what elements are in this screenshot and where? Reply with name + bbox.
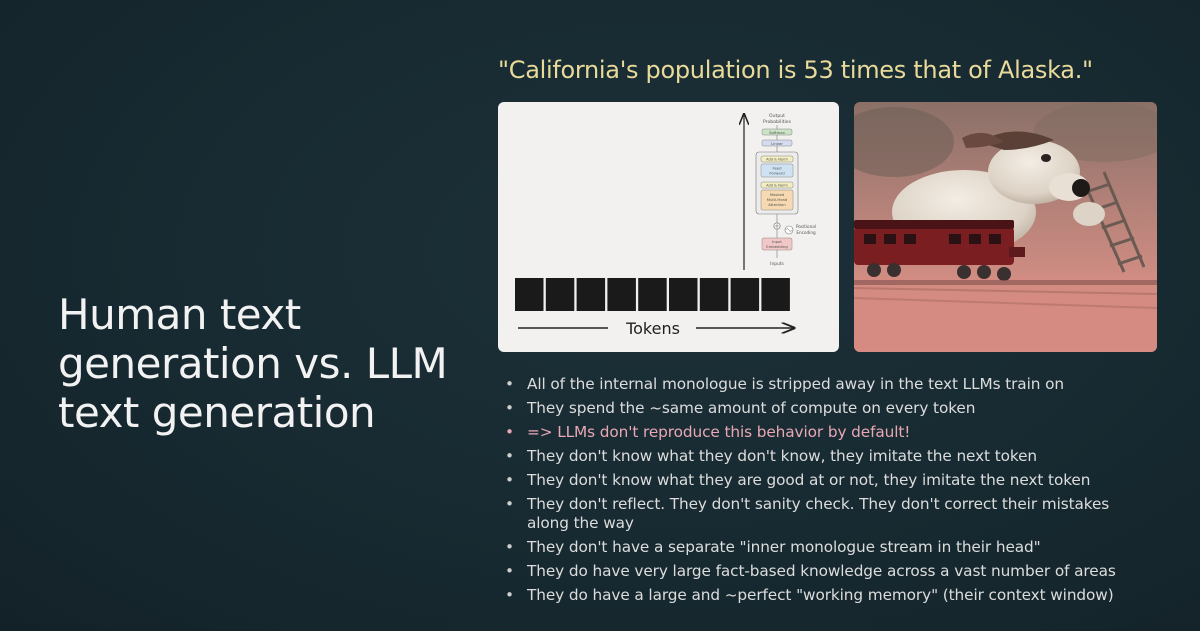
token-box: [515, 278, 544, 311]
arch-label-embedding: Embedding: [766, 244, 788, 249]
arch-label-input: Input: [772, 239, 782, 244]
bullet-dot: •: [505, 562, 514, 580]
slide-title: Human text generation vs. LLM text gener…: [58, 290, 478, 437]
token-box: [669, 278, 698, 311]
clay-dog-train-svg: [854, 102, 1157, 352]
bullet-text: They don't know what they are good at or…: [527, 471, 1091, 489]
transformer-diagram-svg: Tokens Output Probabilities Softmax Line…: [515, 102, 816, 338]
arch-label-encoding: Encoding: [796, 230, 816, 235]
arch-label-output: Output: [769, 113, 785, 119]
bullet-item: • They do have a large and ~perfect "work…: [505, 586, 1145, 605]
bullet-dot: •: [505, 375, 514, 393]
bullet-item: • They spend the ~same amount of compute …: [505, 399, 1145, 418]
feed-forward-block: [760, 163, 794, 178]
bullet-dot: •: [505, 399, 514, 417]
token-row: [515, 278, 790, 311]
token-box: [638, 278, 667, 311]
bullet-dot: •: [505, 586, 514, 604]
arch-label-linear: Linear: [771, 141, 783, 146]
bullet-text: They don't have a separate "inner monolo…: [527, 538, 1041, 556]
bullet-text: They do have a large and ~perfect "worki…: [527, 586, 1114, 604]
arch-label-positional: Positional: [796, 224, 816, 229]
arch-label-softmax: Softmax: [769, 130, 786, 135]
token-box: [730, 278, 760, 311]
token-box: [545, 278, 575, 311]
arch-label-forward: Forward: [769, 171, 785, 176]
bullet-text: They don't know what they don't know, th…: [527, 447, 1037, 465]
bullet-item: • They don't know what they are good at o…: [505, 471, 1145, 490]
arch-label-probabilities: Probabilities: [763, 119, 792, 125]
arch-label-inputs: Inputs: [770, 261, 784, 267]
toy-train: [854, 220, 1025, 281]
transformer-diagram: Tokens Output Probabilities Softmax Line…: [498, 102, 839, 352]
arch-label-attention: Attention: [768, 202, 786, 207]
bullet-list: • All of the internal monologue is stripp…: [505, 375, 1145, 610]
slide-title-line: text generation: [58, 388, 376, 438]
bullet-dot: •: [505, 471, 514, 489]
token-box: [761, 278, 790, 311]
bullet-item: • They do have very large fact-based know…: [505, 562, 1145, 581]
arch-label-add-norm: Add & Norm: [766, 158, 788, 162]
token-box: [607, 278, 636, 311]
bullet-text: They do have very large fact-based knowl…: [527, 562, 1116, 580]
bullet-dot: •: [505, 495, 514, 513]
bullet-text: => LLMs don't reproduce this behavior by…: [527, 423, 911, 441]
bullet-text: All of the internal monologue is strippe…: [527, 375, 1064, 393]
bullet-item: • They don't have a separate "inner monol…: [505, 538, 1145, 557]
bullet-text: They spend the ~same amount of compute o…: [527, 399, 976, 417]
clay-dog-train-image: [854, 102, 1157, 352]
toy-track: [1082, 171, 1146, 273]
bullet-item: • They don't reflect. They don't sanity c…: [505, 495, 1145, 533]
bullet-dot: •: [505, 538, 514, 556]
arch-label-masked: Masked: [770, 192, 785, 197]
bullet-item-highlight: • => LLMs don't reproduce this behavior b…: [505, 423, 1145, 442]
add-norm-block: [760, 155, 794, 163]
architecture-figure: Output Probabilities Softmax Linear Add …: [755, 113, 816, 267]
bullet-item: • All of the internal monologue is stripp…: [505, 375, 1145, 394]
quote-text: "California's population is 53 times tha…: [498, 56, 1093, 84]
arch-label-multihead: Multi-Head: [767, 197, 788, 202]
arch-label-feed: Feed: [772, 166, 782, 171]
token-box: [699, 278, 729, 311]
attention-block: [760, 189, 794, 211]
tokens-label: Tokens: [625, 319, 680, 338]
bullet-text: They don't reflect. They don't sanity ch…: [527, 495, 1110, 532]
add-norm-block-2: [760, 181, 794, 189]
bullet-item: • They don't know what they don't know, t…: [505, 447, 1145, 466]
bullet-dot: •: [505, 447, 514, 465]
slide-title-line: Human text: [58, 290, 301, 340]
slide-title-line: generation vs. LLM: [58, 339, 448, 389]
arch-label-add-norm-2: Add & Norm: [766, 184, 788, 188]
token-box: [576, 278, 606, 311]
bullet-dot: •: [505, 423, 514, 441]
